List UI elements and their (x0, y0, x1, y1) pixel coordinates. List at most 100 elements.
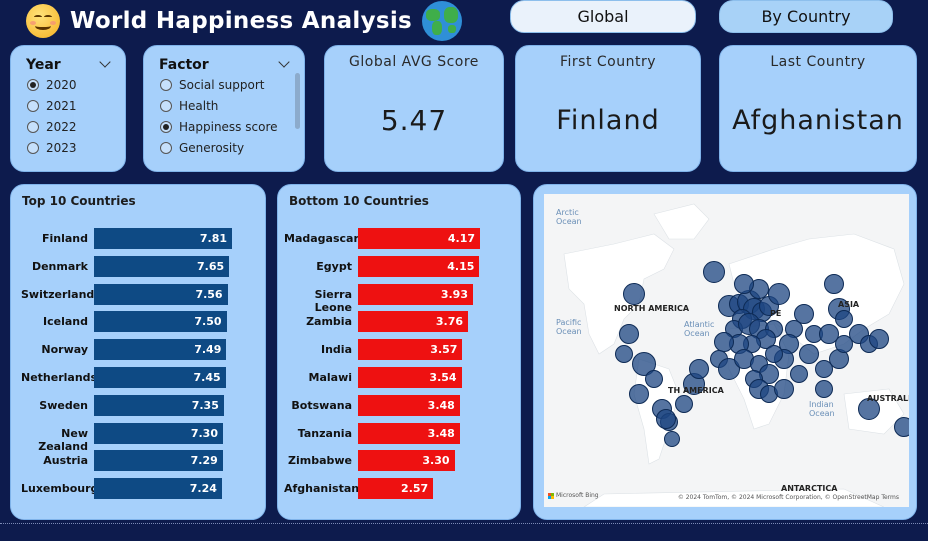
bar-row[interactable]: Luxembourg 7.24 (11, 478, 265, 500)
map-bubble[interactable] (774, 379, 794, 399)
map-attribution[interactable]: © 2024 TomTom, © 2024 Microsoft Corporat… (677, 494, 899, 501)
bar[interactable]: 7.50 (94, 311, 227, 333)
bar[interactable]: 3.76 (358, 311, 468, 333)
bar[interactable]: 7.81 (94, 228, 232, 249)
map-bubble[interactable] (819, 324, 839, 344)
chevron-down-icon[interactable] (278, 56, 290, 68)
bottom-10-chart-title: Bottom 10 Countries (289, 194, 429, 208)
bar[interactable]: 4.17 (358, 228, 480, 249)
bar-row[interactable]: Sweden 7.35 (11, 394, 265, 417)
map-bubble[interactable] (858, 398, 880, 420)
bar-row[interactable]: Afghanistan 2.57 (278, 478, 520, 500)
bar-row[interactable]: Tanzania 3.48 (278, 422, 520, 445)
bar-row[interactable]: Switzerland 7.56 (11, 283, 265, 306)
bar-row[interactable]: New Zealand 7.30 (11, 422, 265, 453)
bar-row[interactable]: Norway 7.49 (11, 339, 265, 361)
bar[interactable]: 7.30 (94, 422, 223, 444)
world-map[interactable]: Arctic Ocean Pacific Ocean Atlantic Ocean I… (544, 194, 909, 507)
year-option-2023[interactable]: 2023 (27, 141, 77, 155)
map-bubble[interactable] (689, 359, 709, 379)
bar[interactable]: 3.30 (358, 450, 455, 472)
map-bubble[interactable] (615, 345, 633, 363)
bar[interactable]: 3.93 (358, 283, 473, 305)
bar-row[interactable]: Austria 7.29 (11, 450, 265, 472)
radio-icon[interactable] (27, 100, 39, 112)
bar[interactable]: 3.48 (358, 422, 460, 444)
map-bubble[interactable] (768, 283, 790, 305)
bar[interactable]: 7.45 (94, 367, 226, 388)
map-bubble[interactable] (824, 274, 844, 294)
map-bubble[interactable] (790, 365, 808, 383)
bar-row[interactable]: Zimbabwe 3.30 (278, 450, 520, 472)
map-bubble[interactable] (645, 370, 663, 388)
bar-row[interactable]: Finland 7.81 (11, 228, 265, 250)
map-bubble[interactable] (869, 329, 889, 349)
radio-icon[interactable] (27, 121, 39, 133)
map-bubble[interactable] (734, 274, 754, 294)
bar-row[interactable]: Denmark 7.65 (11, 255, 265, 278)
year-option-2021[interactable]: 2021 (27, 99, 77, 113)
map-bubble[interactable] (794, 304, 814, 324)
radio-selected-icon[interactable] (27, 79, 39, 91)
radio-icon[interactable] (160, 100, 172, 112)
bar[interactable]: 7.65 (94, 255, 230, 277)
bar[interactable]: 7.24 (94, 478, 222, 500)
map-bubble[interactable] (835, 310, 853, 328)
bar-value-label: 7.29 (190, 454, 218, 468)
bar[interactable]: 3.48 (358, 394, 460, 416)
bar-row[interactable]: Malawi 3.54 (278, 367, 520, 389)
map-bubble[interactable] (656, 409, 676, 429)
map-bubble[interactable] (675, 395, 693, 413)
factor-option-generosity[interactable]: Generosity (160, 141, 244, 155)
factor-slicer: Factor Social support Health Happiness s… (143, 45, 305, 172)
radio-icon[interactable] (160, 79, 172, 91)
map-bubble[interactable] (703, 261, 725, 283)
map-bubble[interactable] (815, 360, 833, 378)
radio-selected-icon[interactable] (160, 121, 172, 133)
map-bubble[interactable] (664, 431, 680, 447)
map-bubble[interactable] (799, 344, 819, 364)
factor-option-health[interactable]: Health (160, 99, 218, 113)
bar-category-label: Sierra Leone (314, 287, 352, 314)
year-option-2022[interactable]: 2022 (27, 120, 77, 134)
bar[interactable]: 4.15 (358, 255, 480, 277)
map-bubble[interactable] (629, 384, 649, 404)
bar-row[interactable]: Madagascar 4.17 (278, 228, 520, 250)
page-title: World Happiness Analysis (70, 8, 413, 34)
slicer-scrollbar[interactable] (295, 73, 300, 129)
smiley-icon (26, 4, 60, 38)
map-bubble[interactable] (623, 283, 645, 305)
bar-row[interactable]: Zambia 3.76 (278, 311, 520, 333)
factor-option-social-support[interactable]: Social support (160, 78, 264, 92)
global-nav-button[interactable]: Global (510, 0, 696, 33)
map-bubble[interactable] (619, 324, 639, 344)
land-antarctica (583, 488, 885, 507)
bar[interactable]: 7.35 (94, 394, 224, 416)
bar[interactable]: 2.57 (358, 478, 434, 500)
bar-category-label: Tanzania (297, 426, 352, 440)
bar-row[interactable]: Botswana 3.48 (278, 394, 520, 417)
map-bubble[interactable] (632, 352, 656, 376)
radio-icon[interactable] (160, 142, 172, 154)
bar-category-label: New Zealand (38, 426, 88, 453)
chevron-down-icon[interactable] (99, 56, 111, 68)
by-country-nav-button[interactable]: By Country (719, 0, 893, 33)
map-bubble[interactable] (894, 417, 909, 437)
bar[interactable]: 7.29 (94, 450, 223, 472)
bar[interactable]: 3.57 (358, 339, 463, 361)
radio-icon[interactable] (27, 142, 39, 154)
bar[interactable]: 3.54 (358, 367, 462, 388)
bar[interactable]: 7.56 (94, 283, 228, 305)
map-bubble[interactable] (765, 345, 783, 363)
map-bubble[interactable] (714, 332, 734, 352)
bar-row[interactable]: Netherlands 7.45 (11, 367, 265, 389)
map-bubble[interactable] (835, 335, 853, 353)
bar-row[interactable]: Egypt 4.15 (278, 255, 520, 278)
bar-row[interactable]: Sierra Leone 3.93 (278, 283, 520, 314)
year-option-2020[interactable]: 2020 (27, 78, 77, 92)
factor-option-happiness-score[interactable]: Happiness score (160, 120, 278, 134)
map-bubble[interactable] (815, 380, 833, 398)
bar[interactable]: 7.49 (94, 339, 227, 361)
bar-row[interactable]: Iceland 7.50 (11, 311, 265, 333)
bar-row[interactable]: India 3.57 (278, 339, 520, 361)
